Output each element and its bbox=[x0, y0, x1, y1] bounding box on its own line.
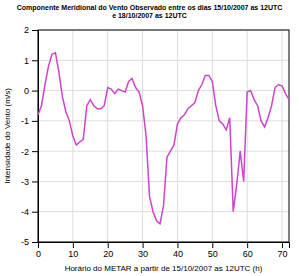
y-axis-title: Intensidade do Vento (m/s) bbox=[3, 88, 12, 184]
y-axis: -5 -4 -3 -2 -1 0 1 2 bbox=[21, 25, 39, 247]
x-axis-title: Horário do METAR a partir de 15/10/2007 … bbox=[65, 264, 263, 273]
x-grid-line bbox=[212, 30, 213, 242]
y-grid-line bbox=[38, 211, 289, 212]
y-axis-tick-mark bbox=[32, 181, 38, 182]
y-axis-tick-label: 1 bbox=[24, 56, 29, 66]
x-axis-tick-mark bbox=[247, 242, 248, 248]
x-axis-tick-mark bbox=[212, 242, 213, 248]
y-axis-tick-label: -2 bbox=[21, 147, 29, 157]
y-axis-tick-mark bbox=[32, 212, 38, 213]
y-axis-tick: 2 bbox=[24, 25, 38, 35]
x-axis-tick-label: 10 bbox=[68, 249, 78, 259]
y-axis-tick: -1 bbox=[21, 116, 38, 126]
chart: 0 10 20 30 40 50 60 70 -5 -4 -3 -2 -1 0 1 2 Componente M… bbox=[0, 0, 299, 276]
x-axis-tick-label: 40 bbox=[173, 249, 183, 259]
x-grid-line bbox=[177, 30, 178, 242]
x-axis-tick: 30 bbox=[138, 242, 148, 259]
x-axis-tick: 0 bbox=[36, 242, 41, 259]
title: Componente Meridional do Vento Observado… bbox=[17, 4, 283, 19]
y-axis-tick-mark bbox=[32, 91, 38, 92]
data-line bbox=[38, 53, 289, 224]
x-grid-line bbox=[142, 30, 143, 242]
y-axis-tick: 1 bbox=[24, 56, 38, 66]
x-axis-tick: 50 bbox=[208, 242, 218, 259]
y-axis-tick-label: 0 bbox=[24, 86, 29, 96]
y-axis-tick: -5 bbox=[21, 237, 38, 247]
y-axis-tick: -3 bbox=[21, 177, 38, 187]
x-axis: 0 10 20 30 40 50 60 70 bbox=[36, 242, 290, 259]
x-axis-tick-label: 0 bbox=[36, 249, 41, 259]
y-axis-tick-label: -4 bbox=[21, 207, 29, 217]
y-axis-tick: -2 bbox=[21, 147, 38, 157]
plot-frame bbox=[38, 30, 289, 242]
y-grid-line bbox=[38, 60, 289, 61]
y-grid-line bbox=[38, 151, 289, 152]
y-axis-tick-label: 2 bbox=[24, 25, 29, 35]
x-axis-tick-label: 50 bbox=[208, 249, 218, 259]
marks bbox=[38, 53, 289, 224]
x-axis-line bbox=[39, 243, 290, 249]
y-grid-line bbox=[38, 120, 289, 121]
y-axis-tick-mark bbox=[32, 242, 38, 243]
x-axis-tick-mark bbox=[282, 242, 283, 248]
x-axis-tick-label: 30 bbox=[138, 249, 148, 259]
x-axis-tick-label: 60 bbox=[243, 249, 253, 259]
x-axis-tick: 10 bbox=[68, 242, 78, 259]
x-axis-tick: 60 bbox=[243, 242, 253, 259]
y-axis-tick: -4 bbox=[21, 207, 38, 217]
y-axis-tick-mark bbox=[32, 30, 38, 31]
x-axis-tick-mark bbox=[177, 242, 178, 248]
plot-area: 0 10 20 30 40 50 60 70 -5 -4 -3 -2 -1 0 1 2 bbox=[21, 25, 290, 259]
y-axis-tick-mark bbox=[32, 60, 38, 61]
x-axis-tick: 70 bbox=[278, 242, 288, 259]
x-grid-line bbox=[282, 30, 283, 242]
x-axis-tick: 40 bbox=[173, 242, 183, 259]
grid bbox=[38, 30, 289, 242]
x-axis-tick-mark bbox=[143, 242, 144, 248]
x-grid-line bbox=[247, 30, 248, 242]
y-axis-tick: 0 bbox=[24, 86, 38, 96]
y-axis-tick-mark bbox=[32, 121, 38, 122]
y-axis-tick-label: -5 bbox=[21, 237, 29, 247]
y-axis-tick-label: -3 bbox=[21, 177, 29, 187]
y-axis-tick-label: -1 bbox=[21, 116, 29, 126]
x-axis-tick: 20 bbox=[103, 242, 113, 259]
y-grid-line bbox=[38, 181, 289, 182]
x-axis-tick-mark bbox=[108, 242, 109, 248]
x-axis-tick-mark bbox=[73, 242, 74, 248]
x-grid-line bbox=[107, 30, 108, 242]
x-axis-tick-label: 70 bbox=[278, 249, 288, 259]
x-axis-tick-label: 20 bbox=[103, 249, 113, 259]
y-axis-tick-mark bbox=[32, 151, 38, 152]
